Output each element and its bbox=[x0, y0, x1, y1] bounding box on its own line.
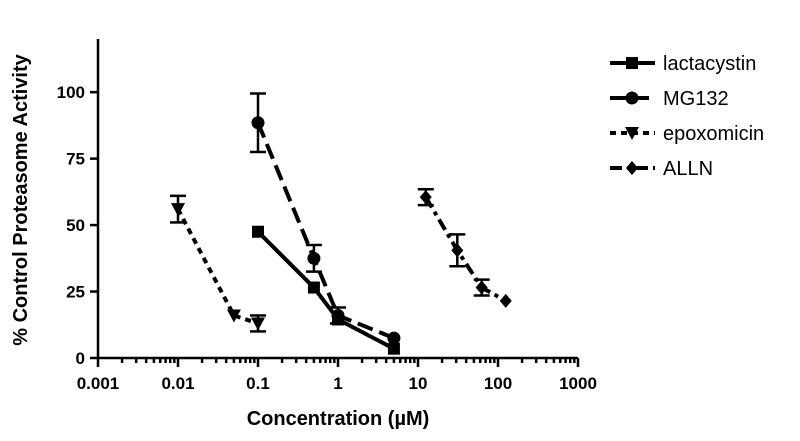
diamond-marker bbox=[475, 280, 488, 295]
y-ticks: 0 25 50 75 100 bbox=[57, 83, 98, 368]
square-marker bbox=[252, 225, 264, 238]
x-tick-label: 1000 bbox=[559, 374, 597, 393]
x-tick-label: 0.1 bbox=[246, 374, 270, 393]
series-epoxomicin bbox=[170, 194, 266, 333]
y-tick-label: 75 bbox=[66, 150, 85, 169]
diamond-marker bbox=[419, 190, 432, 205]
legend-label: MG132 bbox=[663, 88, 729, 110]
x-tick-label: 0.01 bbox=[161, 374, 194, 393]
circle-marker bbox=[331, 308, 345, 322]
circle-marker bbox=[307, 251, 321, 265]
legend-item-lactacystin: lactacystin bbox=[610, 53, 756, 75]
legend-label: epoxomicin bbox=[663, 123, 764, 145]
series-MG132 bbox=[250, 92, 401, 345]
series-line-lactacystin bbox=[256, 230, 395, 351]
circle-marker bbox=[251, 116, 265, 130]
legend: lactacystin MG132 epoxomicin ALLN bbox=[610, 53, 764, 180]
legend-label: ALLN bbox=[663, 158, 713, 180]
diamond-marker bbox=[626, 161, 638, 175]
circle-marker bbox=[625, 91, 639, 105]
x-tick-label: 1 bbox=[333, 374, 342, 393]
legend-item-ALLN: ALLN bbox=[610, 158, 713, 180]
y-tick-label: 0 bbox=[76, 349, 85, 368]
square-marker bbox=[307, 281, 320, 294]
y-tick-label: 25 bbox=[66, 283, 85, 302]
diamond-marker bbox=[499, 293, 512, 308]
square-marker bbox=[387, 342, 400, 355]
triangle-marker bbox=[625, 127, 639, 140]
y-axis-title: % Control Proteasome Activity bbox=[10, 53, 32, 345]
y-tick-label: 100 bbox=[57, 83, 85, 102]
x-tick-label: 0.001 bbox=[77, 374, 120, 393]
circle-marker bbox=[387, 331, 401, 345]
legend-label: lactacystin bbox=[663, 53, 756, 75]
triangle-marker bbox=[171, 203, 185, 217]
x-tick-label: 100 bbox=[484, 374, 512, 393]
triangle-marker bbox=[226, 309, 241, 323]
diamond-marker bbox=[451, 243, 464, 258]
square-marker bbox=[626, 57, 638, 69]
x-ticks: 0.001 0.01 0.1 1 10 100 1000 bbox=[77, 358, 597, 393]
series-group bbox=[170, 92, 512, 355]
series-line-MG132 bbox=[256, 121, 395, 340]
x-axis-title: Concentration (µM) bbox=[247, 408, 430, 430]
legend-item-MG132: MG132 bbox=[610, 88, 729, 110]
legend-item-epoxomicin: epoxomicin bbox=[610, 123, 764, 145]
y-tick-label: 50 bbox=[66, 216, 85, 235]
triangle-marker bbox=[251, 317, 265, 331]
series-line-ALLN bbox=[424, 196, 507, 303]
x-tick-label: 10 bbox=[409, 374, 428, 393]
series-lactacystin bbox=[252, 225, 400, 355]
series-ALLN bbox=[417, 187, 512, 308]
series-line-epoxomicin bbox=[176, 208, 259, 326]
